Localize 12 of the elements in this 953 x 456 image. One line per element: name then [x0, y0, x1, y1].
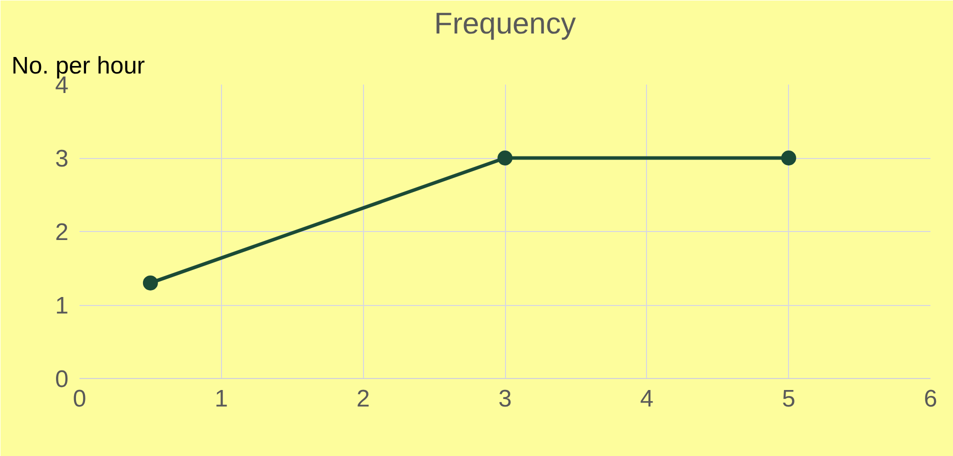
y-tick-label: 3 [55, 146, 69, 172]
x-tick-label: 6 [924, 386, 938, 412]
x-tick-label: 4 [640, 386, 654, 412]
x-tick-label: 5 [782, 386, 796, 412]
chart-title: Frequency [434, 8, 576, 40]
x-tick-label: 1 [214, 386, 228, 412]
x-tick-label: 0 [72, 386, 86, 412]
y-tick-label: 0 [55, 366, 69, 393]
y-tick-label: 2 [55, 219, 69, 246]
y-tick-label: 1 [55, 292, 69, 320]
x-tick-label: 2 [356, 386, 370, 412]
x-tick-label: 3 [498, 386, 512, 412]
